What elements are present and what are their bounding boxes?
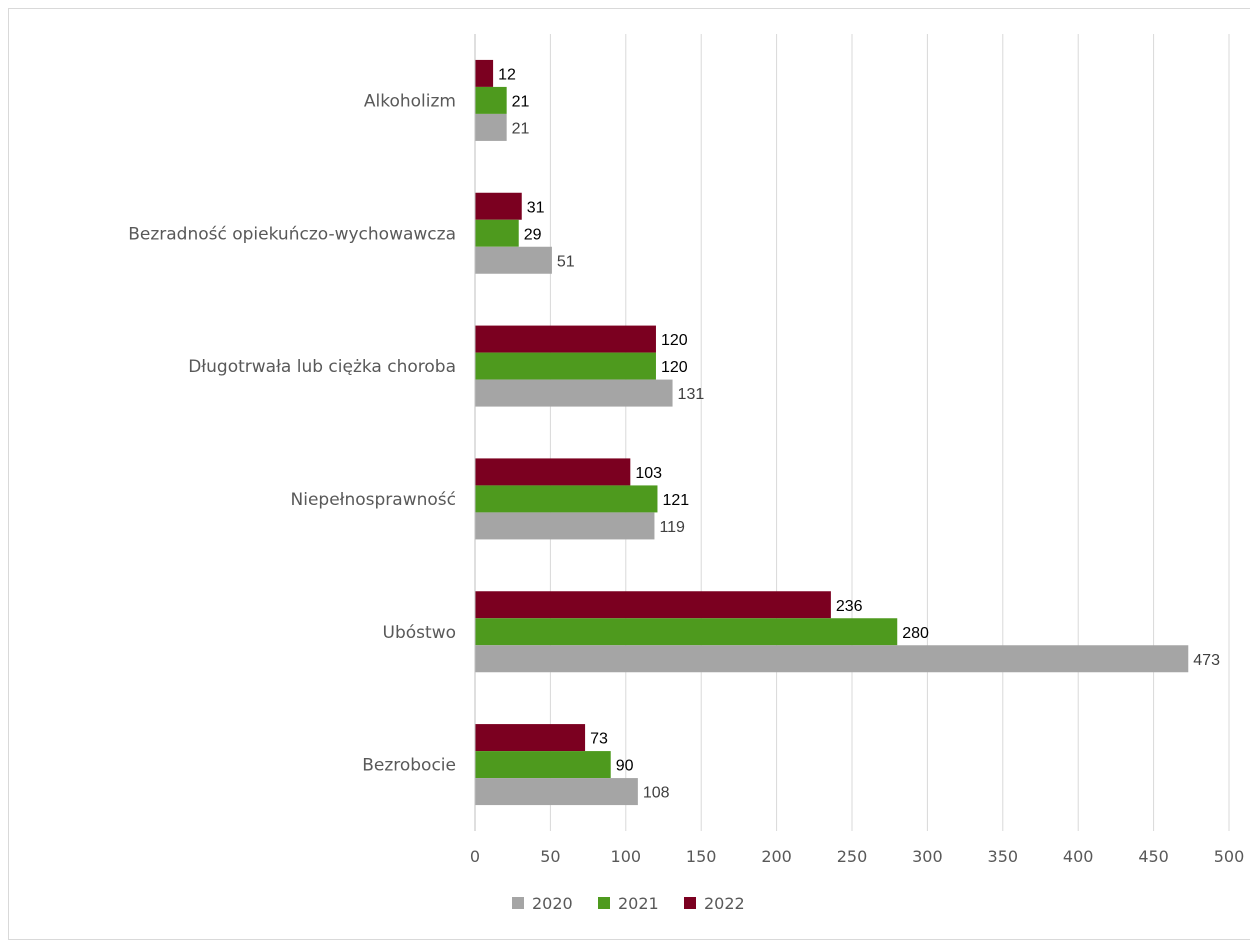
x-tick-label: 350 [988,847,1019,866]
category-label: Długotrwała lub ciężka choroba [188,357,456,377]
data-label: 103 [635,465,662,482]
x-tick-label: 250 [837,847,868,866]
bar-2022 [475,591,831,619]
data-label: 121 [662,492,689,509]
x-tick-label: 50 [540,847,560,866]
data-label: 21 [512,120,530,137]
x-tick-label: 500 [1214,847,1245,866]
data-label: 31 [527,199,545,216]
data-label: 12 [498,66,516,83]
x-tick-label: 100 [611,847,642,866]
data-label: 21 [512,93,530,110]
bar-2021 [475,751,611,779]
category-label: Bezradność opiekuńczo-wychowawcza [128,224,456,244]
legend-swatch-2021 [598,897,610,909]
data-label: 90 [616,758,634,775]
bar-2021 [475,86,507,114]
data-label: 131 [678,386,705,403]
data-label: 120 [661,359,688,376]
bar-2022 [475,325,656,353]
bar-2021 [475,485,658,513]
legend: 2020 2021 2022 [512,894,745,913]
data-label: 280 [902,625,929,642]
category-label: Niepełnosprawność [291,490,457,510]
x-tick-label: 200 [761,847,792,866]
legend-label: 2020 [532,894,573,913]
data-label: 108 [643,785,670,802]
data-label: 29 [524,226,542,243]
x-tick-label: 400 [1063,847,1094,866]
category-label: Alkoholizm [364,91,456,111]
data-label: 73 [590,731,608,748]
bar-2022 [475,724,586,752]
axes: 0 50 100 150 200 250 300 350 400 450 500 Alkoholizm… [128,34,1244,866]
legend-swatch-2022 [684,897,696,909]
bar-2020 [475,113,507,141]
legend-swatch-2020 [512,897,524,909]
x-tick-label: 300 [912,847,943,866]
x-tick-label: 450 [1138,847,1169,866]
bar-2020 [475,778,638,806]
bars [475,59,1189,806]
data-label: 119 [659,519,685,536]
category-label: Ubóstwo [383,623,456,643]
gridlines [549,34,1230,831]
data-label: 51 [557,253,575,270]
bar-2021 [475,219,519,247]
data-label: 120 [661,332,688,349]
x-tick-label: 150 [686,847,717,866]
x-tick-label: 0 [470,847,480,866]
bar-2020 [475,246,552,274]
bar-2021 [475,352,656,380]
category-label: Bezrobocie [362,756,456,776]
legend-label: 2021 [618,894,659,913]
bar-2020 [475,645,1189,673]
bar-2020 [475,512,655,540]
legend-label: 2022 [704,894,745,913]
bar-2022 [475,59,494,87]
bar-2021 [475,618,898,646]
bar-2022 [475,458,631,486]
data-label: 236 [836,598,863,615]
data-label: 473 [1193,652,1220,669]
bar-2022 [475,192,522,220]
bar-2020 [475,379,673,407]
